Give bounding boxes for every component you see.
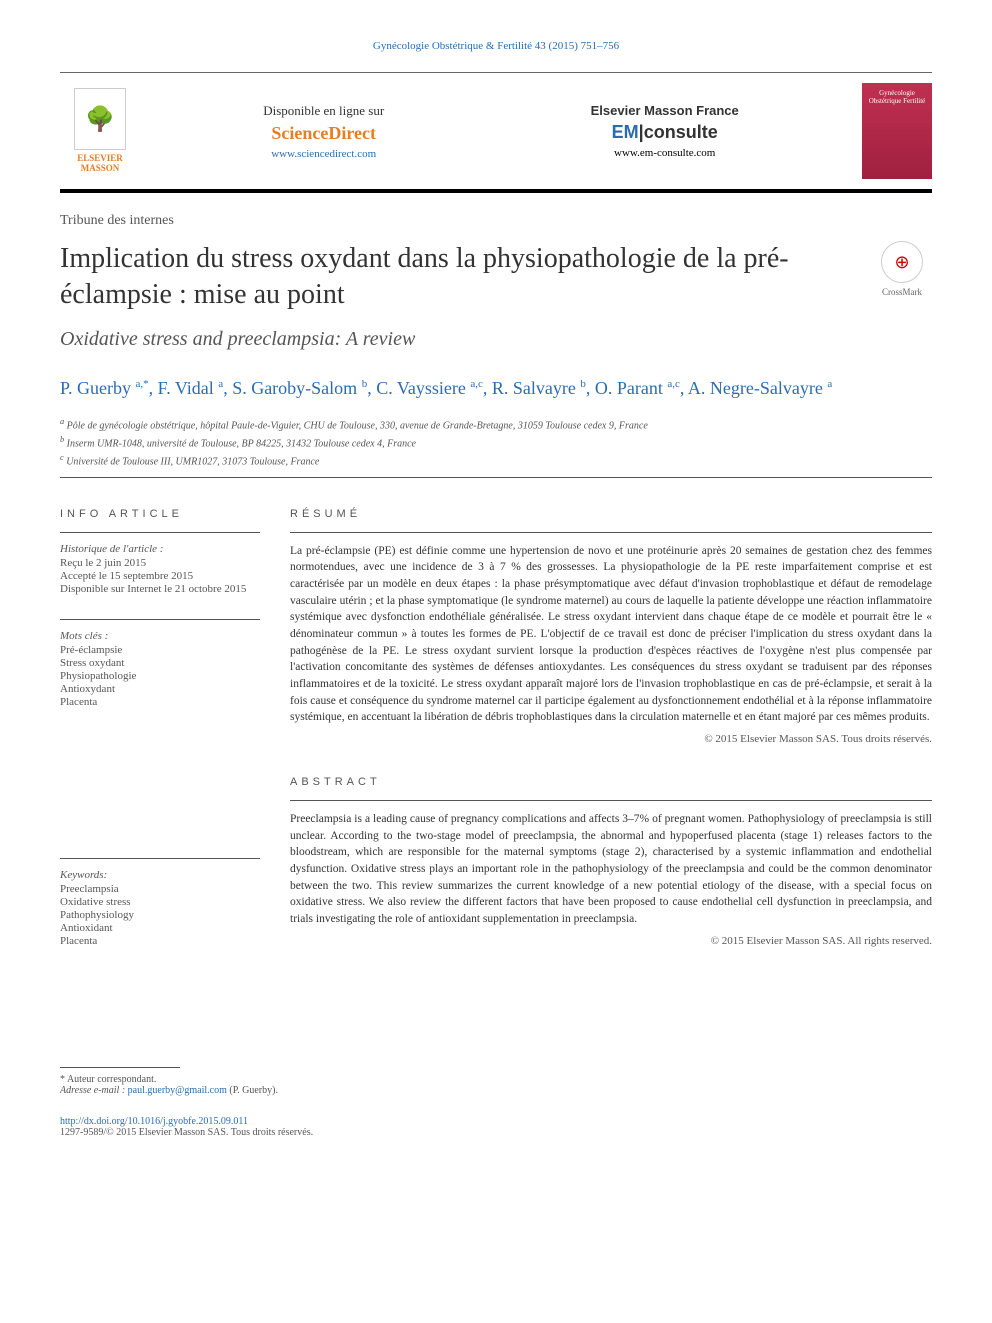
sciencedirect-url[interactable]: www.sciencedirect.com [263,148,384,160]
keyword-item: Oxidative stress [60,896,260,908]
corresponding-author: * Auteur correspondant. Adresse e-mail :… [60,1074,932,1096]
author-email[interactable]: paul.guerby@gmail.com [128,1085,227,1096]
affiliations: a Pôle de gynécologie obstétrique, hôpit… [60,416,932,478]
elsevier-label: ELSEVIER MASSON [60,154,140,174]
resume-copyright: © 2015 Elsevier Masson SAS. Tous droits … [290,732,932,748]
history-title: Historique de l'article : [60,543,260,555]
doi-link[interactable]: http://dx.doi.org/10.1016/j.gyobfe.2015.… [60,1116,932,1127]
keyword-item: Physiopathologie [60,670,260,682]
sd-line1: Disponible en ligne sur [263,103,384,119]
keyword-item: Preeclampsia [60,883,260,895]
keywords-fr: Mots clés : Pré-éclampsieStress oxydantP… [60,619,260,708]
doi-block: http://dx.doi.org/10.1016/j.gyobfe.2015.… [60,1116,932,1138]
sciencedirect-brand[interactable]: ScienceDirect [263,123,384,144]
crossmark-label: CrossMark [872,287,932,297]
elsevier-tree-icon: 🌳 [74,88,126,150]
affiliation-line: c Université de Toulouse III, UMR1027, 3… [60,452,932,469]
article-history: Historique de l'article : Reçu le 2 juin… [60,532,260,595]
affiliation-line: a Pôle de gynécologie obstétrique, hôpit… [60,416,932,433]
keyword-item: Placenta [60,935,260,947]
keywords-en: Keywords: PreeclampsiaOxidative stressPa… [60,858,260,947]
emconsulte-block: Elsevier Masson France EM|consulte www.e… [591,103,739,159]
received-date: Reçu le 2 juin 2015 [60,557,260,569]
keyword-item: Antioxydant [60,683,260,695]
issn-copyright: 1297-9589/© 2015 Elsevier Masson SAS. To… [60,1127,932,1138]
emconsulte-brand[interactable]: EM|consulte [591,122,739,143]
elsevier-logo: 🌳 ELSEVIER MASSON [60,83,140,179]
journal-cover: Gynécologie Obstétrique Fertilité [862,83,932,179]
online-date: Disponible sur Internet le 21 octobre 20… [60,583,260,595]
journal-citation: Gynécologie Obstétrique & Fertilité 43 (… [60,40,932,52]
resume-heading: RÉSUMÉ [290,508,932,520]
article-type: Tribune des internes [60,213,932,229]
resume-text: La pré-éclampsie (PE) est définie comme … [290,532,932,748]
crossmark-icon: ⊕ [881,241,923,283]
keyword-item: Stress oxydant [60,657,260,669]
affiliation-line: b Inserm UMR-1048, université de Toulous… [60,434,932,451]
crossmark-badge[interactable]: ⊕ CrossMark [872,241,932,297]
keyword-item: Pathophysiology [60,909,260,921]
abstract-copyright: © 2015 Elsevier Masson SAS. All rights r… [290,934,932,950]
abstract-heading: ABSTRACT [290,776,932,788]
article-title-en: Oxidative stress and preeclampsia: A rev… [60,328,852,351]
cover-text: Gynécologie Obstétrique Fertilité [862,89,932,106]
authors-list: P. Guerby a,*, F. Vidal a, S. Garoby-Sal… [60,375,932,402]
emconsulte-url[interactable]: www.em-consulte.com [591,147,739,159]
keyword-item: Pré-éclampsie [60,644,260,656]
accepted-date: Accepté le 15 septembre 2015 [60,570,260,582]
keyword-item: Placenta [60,696,260,708]
em-line1: Elsevier Masson France [591,103,739,118]
keywords-fr-title: Mots clés : [60,630,260,642]
abstract-text: Preeclampsia is a leading cause of pregn… [290,800,932,950]
info-heading: INFO ARTICLE [60,508,260,520]
publisher-banner: 🌳 ELSEVIER MASSON Disponible en ligne su… [60,72,932,193]
footer-separator [60,1067,180,1068]
keyword-item: Antioxidant [60,922,260,934]
article-title-fr: Implication du stress oxydant dans la ph… [60,241,852,314]
keywords-en-title: Keywords: [60,869,260,881]
sciencedirect-block: Disponible en ligne sur ScienceDirect ww… [263,103,384,160]
